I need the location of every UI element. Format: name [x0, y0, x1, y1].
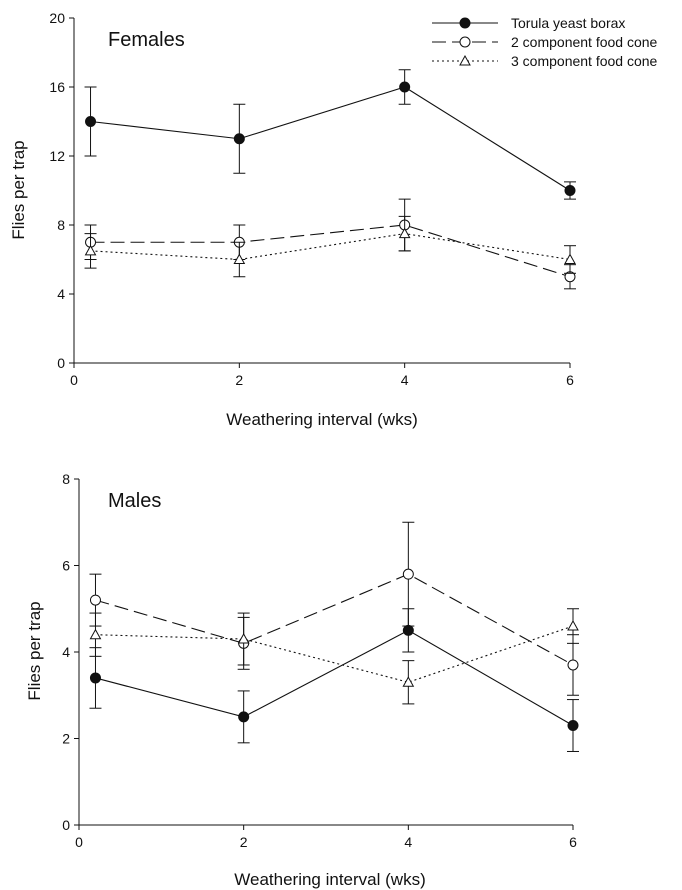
males-panel: Males Flies per trap Weathering interval…	[25, 471, 579, 889]
data-point	[564, 253, 576, 264]
series-3	[84, 215, 576, 278]
series-line	[90, 233, 571, 261]
y-tick-label: 8	[57, 217, 65, 233]
legend-marker	[459, 54, 471, 66]
y-tick-label: 6	[62, 558, 70, 574]
data-point	[237, 632, 250, 644]
y-tick-label: 0	[62, 817, 70, 833]
x-tick-label: 4	[401, 372, 409, 388]
data-point	[89, 672, 101, 684]
data-point	[567, 659, 579, 671]
panel-label: Females	[108, 29, 185, 51]
x-tick-label: 2	[240, 834, 248, 850]
y-tick-label: 4	[57, 286, 65, 302]
data-point	[238, 711, 250, 723]
data-point	[85, 116, 97, 127]
series-1	[89, 608, 579, 752]
females-panel: Females Flies per trap Weathering interv…	[9, 10, 576, 429]
series-line	[90, 86, 571, 191]
x-tick-label: 0	[75, 834, 83, 850]
data-point	[402, 624, 414, 636]
x-axis-label: Weathering interval (wks)	[234, 870, 425, 889]
legend: Torula yeast borax 2 component food cone 3…	[432, 15, 658, 69]
x-tick-label: 2	[235, 372, 243, 388]
x-axis-label: Weathering interval (wks)	[226, 410, 417, 429]
data-point	[84, 244, 97, 256]
legend-marker	[459, 36, 471, 48]
data-point	[89, 594, 101, 606]
series-line	[95, 629, 574, 727]
y-tick-label: 20	[49, 10, 65, 26]
panel-label: Males	[108, 490, 161, 512]
legend-entry: 2 component food cone	[511, 34, 658, 50]
x-tick-label: 4	[404, 834, 412, 850]
series-line	[95, 573, 574, 666]
legend-entry: Torula yeast borax	[511, 15, 625, 31]
x-tick-label: 6	[566, 372, 574, 388]
series-line	[90, 224, 571, 278]
data-point	[567, 720, 579, 732]
x-tick-label: 0	[70, 372, 78, 388]
data-point	[399, 81, 411, 93]
y-axis-label: Flies per trap	[25, 601, 44, 700]
data-point	[398, 227, 411, 239]
y-tick-label: 16	[49, 79, 65, 95]
series-2	[84, 198, 576, 290]
legend-marker	[459, 17, 471, 29]
y-tick-label: 4	[62, 644, 70, 660]
data-point	[89, 628, 102, 640]
data-point	[567, 620, 579, 631]
y-axis-label: Flies per trap	[9, 140, 28, 239]
y-tick-label: 2	[62, 731, 70, 747]
series-line	[95, 625, 574, 683]
series-3	[89, 608, 579, 705]
y-tick-label: 12	[49, 148, 65, 164]
data-point	[402, 676, 415, 687]
data-point	[564, 185, 576, 196]
data-point	[233, 253, 246, 264]
data-point	[402, 568, 414, 580]
y-tick-label: 0	[57, 355, 65, 371]
data-point	[233, 133, 245, 145]
y-tick-label: 8	[62, 471, 70, 487]
legend-entry: 3 component food cone	[511, 53, 658, 69]
x-tick-label: 6	[569, 834, 577, 850]
series-1	[84, 69, 576, 200]
